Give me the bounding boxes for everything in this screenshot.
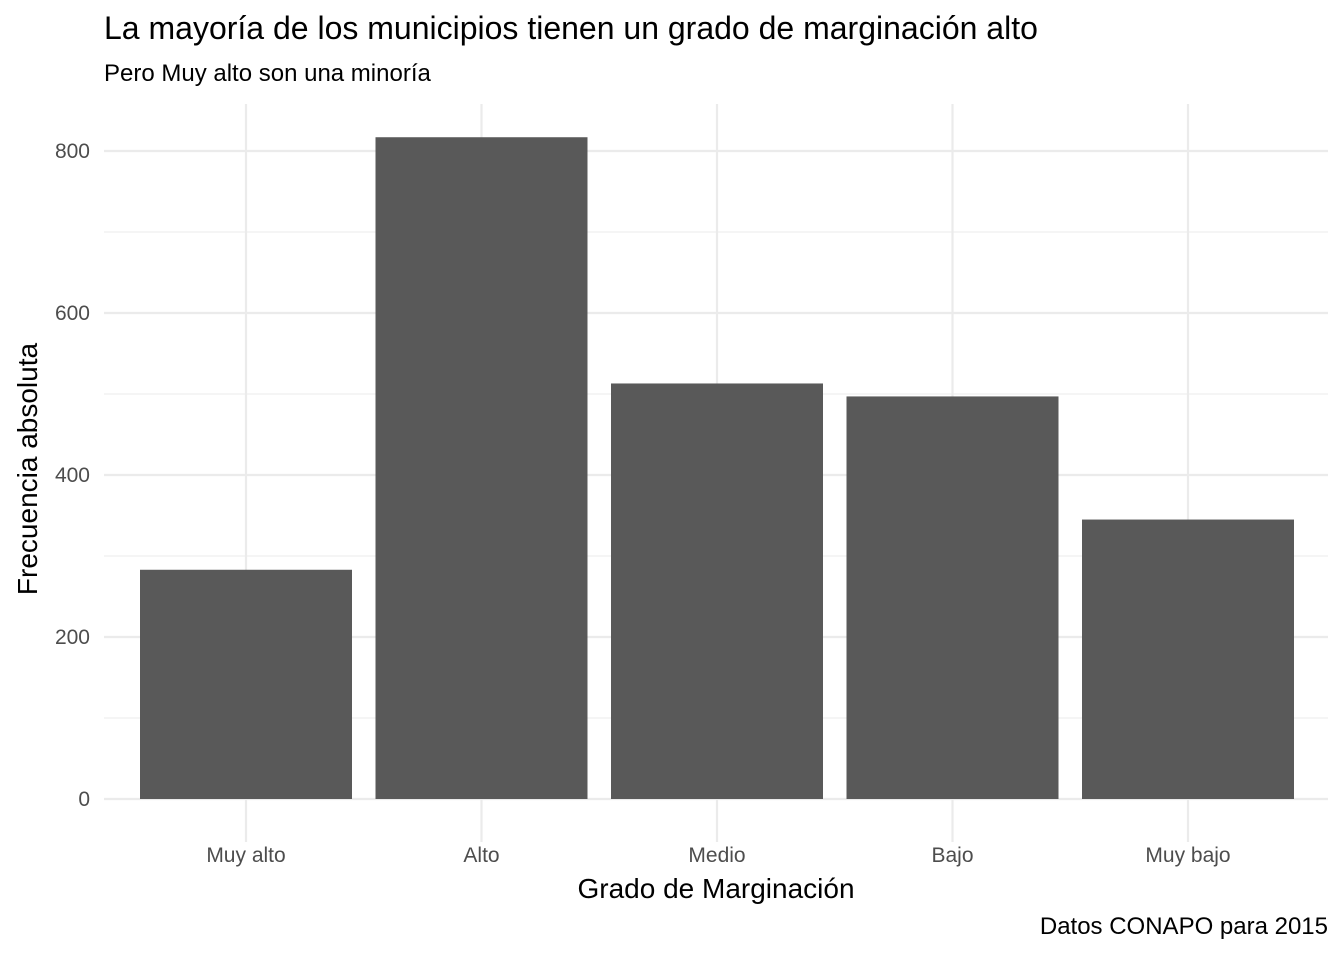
bar-medio	[611, 383, 823, 799]
y-tick-label: 800	[55, 140, 90, 163]
y-tick-label: 200	[55, 626, 90, 649]
bars	[140, 137, 1294, 800]
x-tick-label: Muy bajo	[1145, 844, 1230, 867]
chart-title: La mayoría de los municipios tienen un g…	[104, 10, 1038, 46]
y-tick-label: 0	[78, 788, 90, 811]
y-tick-label: 400	[55, 464, 90, 487]
chart-caption: Datos CONAPO para 2015	[1039, 913, 1328, 940]
y-axis-ticks: 0 200 400 600 800	[55, 140, 90, 811]
y-tick-label: 600	[55, 302, 90, 325]
bar-muy-alto	[140, 569, 352, 799]
x-tick-label: Muy alto	[206, 844, 285, 867]
bar-alto	[375, 137, 588, 800]
chart-subtitle: Pero Muy alto son una minoría	[104, 60, 431, 87]
bar-muy-bajo	[1082, 519, 1294, 799]
x-tick-label: Medio	[688, 844, 745, 867]
x-tick-label: Bajo	[931, 844, 973, 867]
x-axis-title: Grado de Marginación	[577, 873, 854, 904]
x-axis-ticks: Muy alto Alto Medio Bajo Muy bajo	[206, 844, 1230, 867]
y-axis-title: Frecuencia absoluta	[12, 343, 43, 596]
x-tick-label: Alto	[463, 844, 499, 867]
bar-bajo	[846, 396, 1059, 799]
